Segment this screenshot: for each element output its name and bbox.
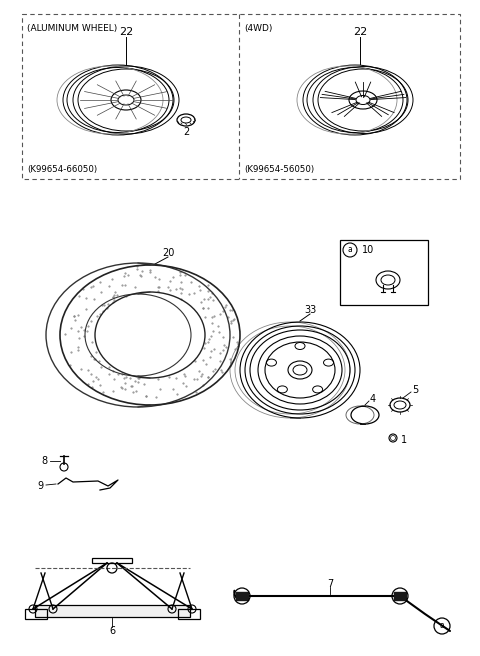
Text: 7: 7	[327, 579, 333, 589]
Bar	[35, 605, 190, 617]
Ellipse shape	[95, 292, 205, 378]
Text: (ALUMINUM WHEEL): (ALUMINUM WHEEL)	[27, 24, 117, 33]
Text: a: a	[348, 245, 352, 255]
Text: a: a	[240, 592, 244, 600]
Text: 22: 22	[353, 27, 367, 37]
Bar	[92, 558, 132, 563]
Text: 6: 6	[109, 626, 115, 636]
Bar	[25, 609, 47, 619]
Text: 22: 22	[119, 27, 133, 37]
Text: (4WD): (4WD)	[244, 24, 272, 33]
Text: 1: 1	[401, 435, 407, 445]
Bar	[22, 14, 460, 179]
Text: a: a	[397, 592, 402, 600]
Text: (K99654-66050): (K99654-66050)	[27, 165, 97, 174]
Text: 9: 9	[38, 481, 44, 491]
Text: (K99654-56050): (K99654-56050)	[244, 165, 314, 174]
Text: 33: 33	[304, 305, 316, 315]
Text: 5: 5	[412, 385, 418, 395]
Bar	[236, 592, 248, 600]
Text: 10: 10	[362, 245, 374, 255]
Bar	[178, 609, 200, 619]
Bar	[394, 592, 406, 600]
Text: 4: 4	[370, 394, 376, 404]
Text: 8: 8	[42, 456, 48, 466]
Text: a: a	[440, 621, 444, 630]
Bar	[340, 240, 428, 305]
Text: 20: 20	[162, 248, 174, 258]
Text: 2: 2	[183, 127, 189, 137]
